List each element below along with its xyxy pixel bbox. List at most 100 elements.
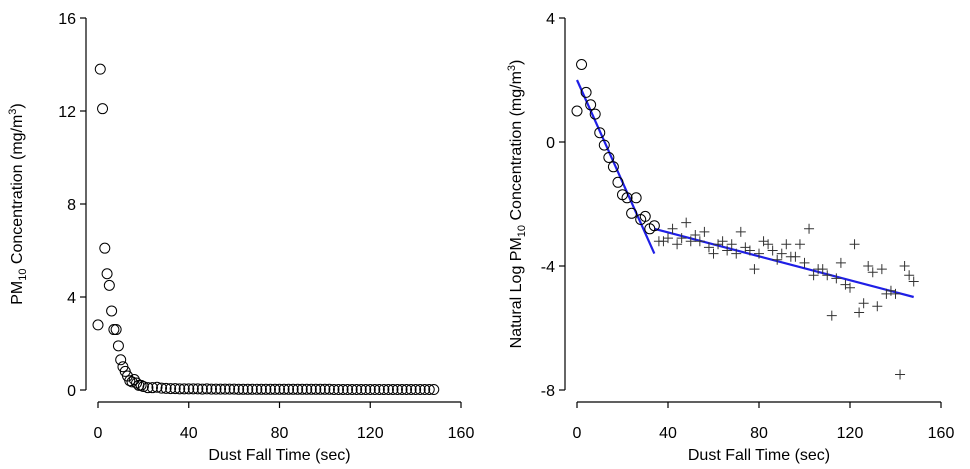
- data-point-circle: [594, 127, 606, 139]
- data-point-circle: [301, 383, 313, 395]
- x-tick-label: 120: [837, 425, 864, 442]
- data-point-circle: [112, 340, 124, 352]
- data-point-plus: [690, 230, 701, 240]
- y-tick-label: 4: [546, 11, 555, 28]
- data-point-circle: [264, 383, 276, 395]
- y-axis-title-part: Concentration (mg/m: [9, 115, 26, 269]
- data-point-circle: [346, 384, 358, 396]
- data-point-plus: [722, 245, 733, 256]
- data-point-circle: [428, 384, 440, 396]
- y-axis-title-part: 3: [506, 65, 518, 71]
- data-point-circle: [210, 383, 222, 395]
- data-point-plus: [867, 267, 878, 278]
- data-point-plus: [895, 369, 906, 380]
- data-point-circle: [414, 384, 426, 396]
- right-chart-panel: 0 40 80 120 160 -8 -4 0 4 Dust Fall Time (sec) Nat…: [506, 11, 954, 464]
- data-point-plus: [781, 239, 792, 250]
- data-point-plus: [845, 282, 855, 293]
- x-tick-label: 0: [94, 425, 103, 442]
- left-chart-panel: 0 40 80 120 160 0 4 8 12 16 Dust Fall Time (sec) PM…: [7, 11, 474, 464]
- data-point-plus: [699, 226, 710, 237]
- data-point-circle: [246, 383, 258, 395]
- data-point-circle: [648, 220, 660, 232]
- data-point-circle: [576, 59, 588, 70]
- data-point-plus: [899, 261, 910, 271]
- data-point-circle: [603, 152, 615, 163]
- data-point-plus: [794, 239, 805, 250]
- x-tick-label: 80: [750, 425, 768, 442]
- data-point-plus: [831, 273, 842, 284]
- y-axis-title-part: 10: [17, 269, 29, 281]
- fit-line: [654, 227, 914, 299]
- data-point-plus: [717, 236, 728, 247]
- data-point-circle: [378, 384, 390, 396]
- data-point-plus: [749, 264, 760, 275]
- data-point-plus: [876, 264, 887, 275]
- y-tick-label: 12: [58, 104, 76, 121]
- y-axis-title-part: 10: [516, 225, 528, 237]
- data-point-circle: [391, 384, 403, 396]
- data-point-plus: [731, 248, 742, 259]
- data-point-circle: [401, 384, 413, 396]
- data-point-circle: [260, 383, 272, 395]
- data-point-circle: [201, 383, 213, 395]
- data-point-plus: [663, 233, 673, 244]
- data-point-plus: [804, 223, 815, 234]
- data-point-plus: [904, 270, 915, 281]
- data-point-plus: [708, 248, 719, 259]
- data-point-circle: [332, 384, 344, 396]
- data-point-circle: [405, 384, 417, 396]
- data-point-plus: [676, 233, 687, 244]
- data-point-circle: [187, 383, 199, 395]
- data-point-circle: [115, 354, 127, 366]
- data-point-circle: [369, 384, 381, 396]
- data-point-circle: [108, 324, 120, 336]
- data-point-plus: [822, 270, 833, 281]
- data-point-circle: [103, 279, 115, 291]
- data-point-circle: [639, 210, 651, 222]
- y-tick-label: 16: [58, 11, 76, 28]
- data-point-circle: [101, 268, 113, 280]
- data-point-circle: [621, 192, 633, 204]
- data-point-plus: [685, 236, 696, 247]
- data-point-circle: [319, 383, 331, 395]
- x-tick-label: 120: [357, 425, 384, 442]
- data-point-circle: [92, 319, 104, 331]
- data-point-circle: [323, 383, 335, 395]
- data-point-plus: [726, 239, 737, 250]
- y-axis-title: Natural Log PM10 Concentration (mg/m3): [506, 60, 528, 349]
- data-point-plus: [694, 236, 705, 247]
- data-point-circle: [598, 139, 610, 151]
- data-point-circle: [296, 383, 308, 395]
- data-point-circle: [228, 383, 240, 395]
- data-point-plus: [790, 251, 801, 262]
- data-point-circle: [342, 384, 354, 396]
- data-point-circle: [160, 382, 172, 394]
- data-point-plus: [835, 257, 846, 268]
- fit-line: [575, 79, 656, 255]
- data-point-circle: [196, 383, 208, 395]
- data-point-circle: [269, 383, 281, 395]
- data-point-plus: [808, 270, 819, 281]
- data-point-plus: [667, 223, 678, 234]
- data-point-circle: [110, 324, 122, 336]
- data-point-circle: [233, 383, 245, 395]
- data-point-plus: [672, 239, 683, 250]
- data-point-plus: [863, 261, 874, 271]
- data-point-circle: [215, 383, 227, 395]
- data-point-circle: [382, 384, 394, 396]
- data-point-circle: [589, 108, 601, 120]
- data-point-circle: [607, 161, 619, 173]
- data-point-circle: [183, 383, 195, 395]
- data-point-circle: [310, 383, 322, 395]
- data-point-circle: [630, 192, 642, 204]
- data-point-circle: [205, 383, 217, 395]
- x-tick-label: 0: [573, 425, 582, 442]
- data-point-circle: [135, 379, 147, 391]
- x-axis-title: Dust Fall Time (sec): [208, 447, 350, 464]
- data-point-circle: [146, 382, 158, 394]
- data-point-circle: [292, 383, 304, 395]
- data-point-circle: [423, 384, 435, 396]
- data-point-plus: [735, 226, 746, 237]
